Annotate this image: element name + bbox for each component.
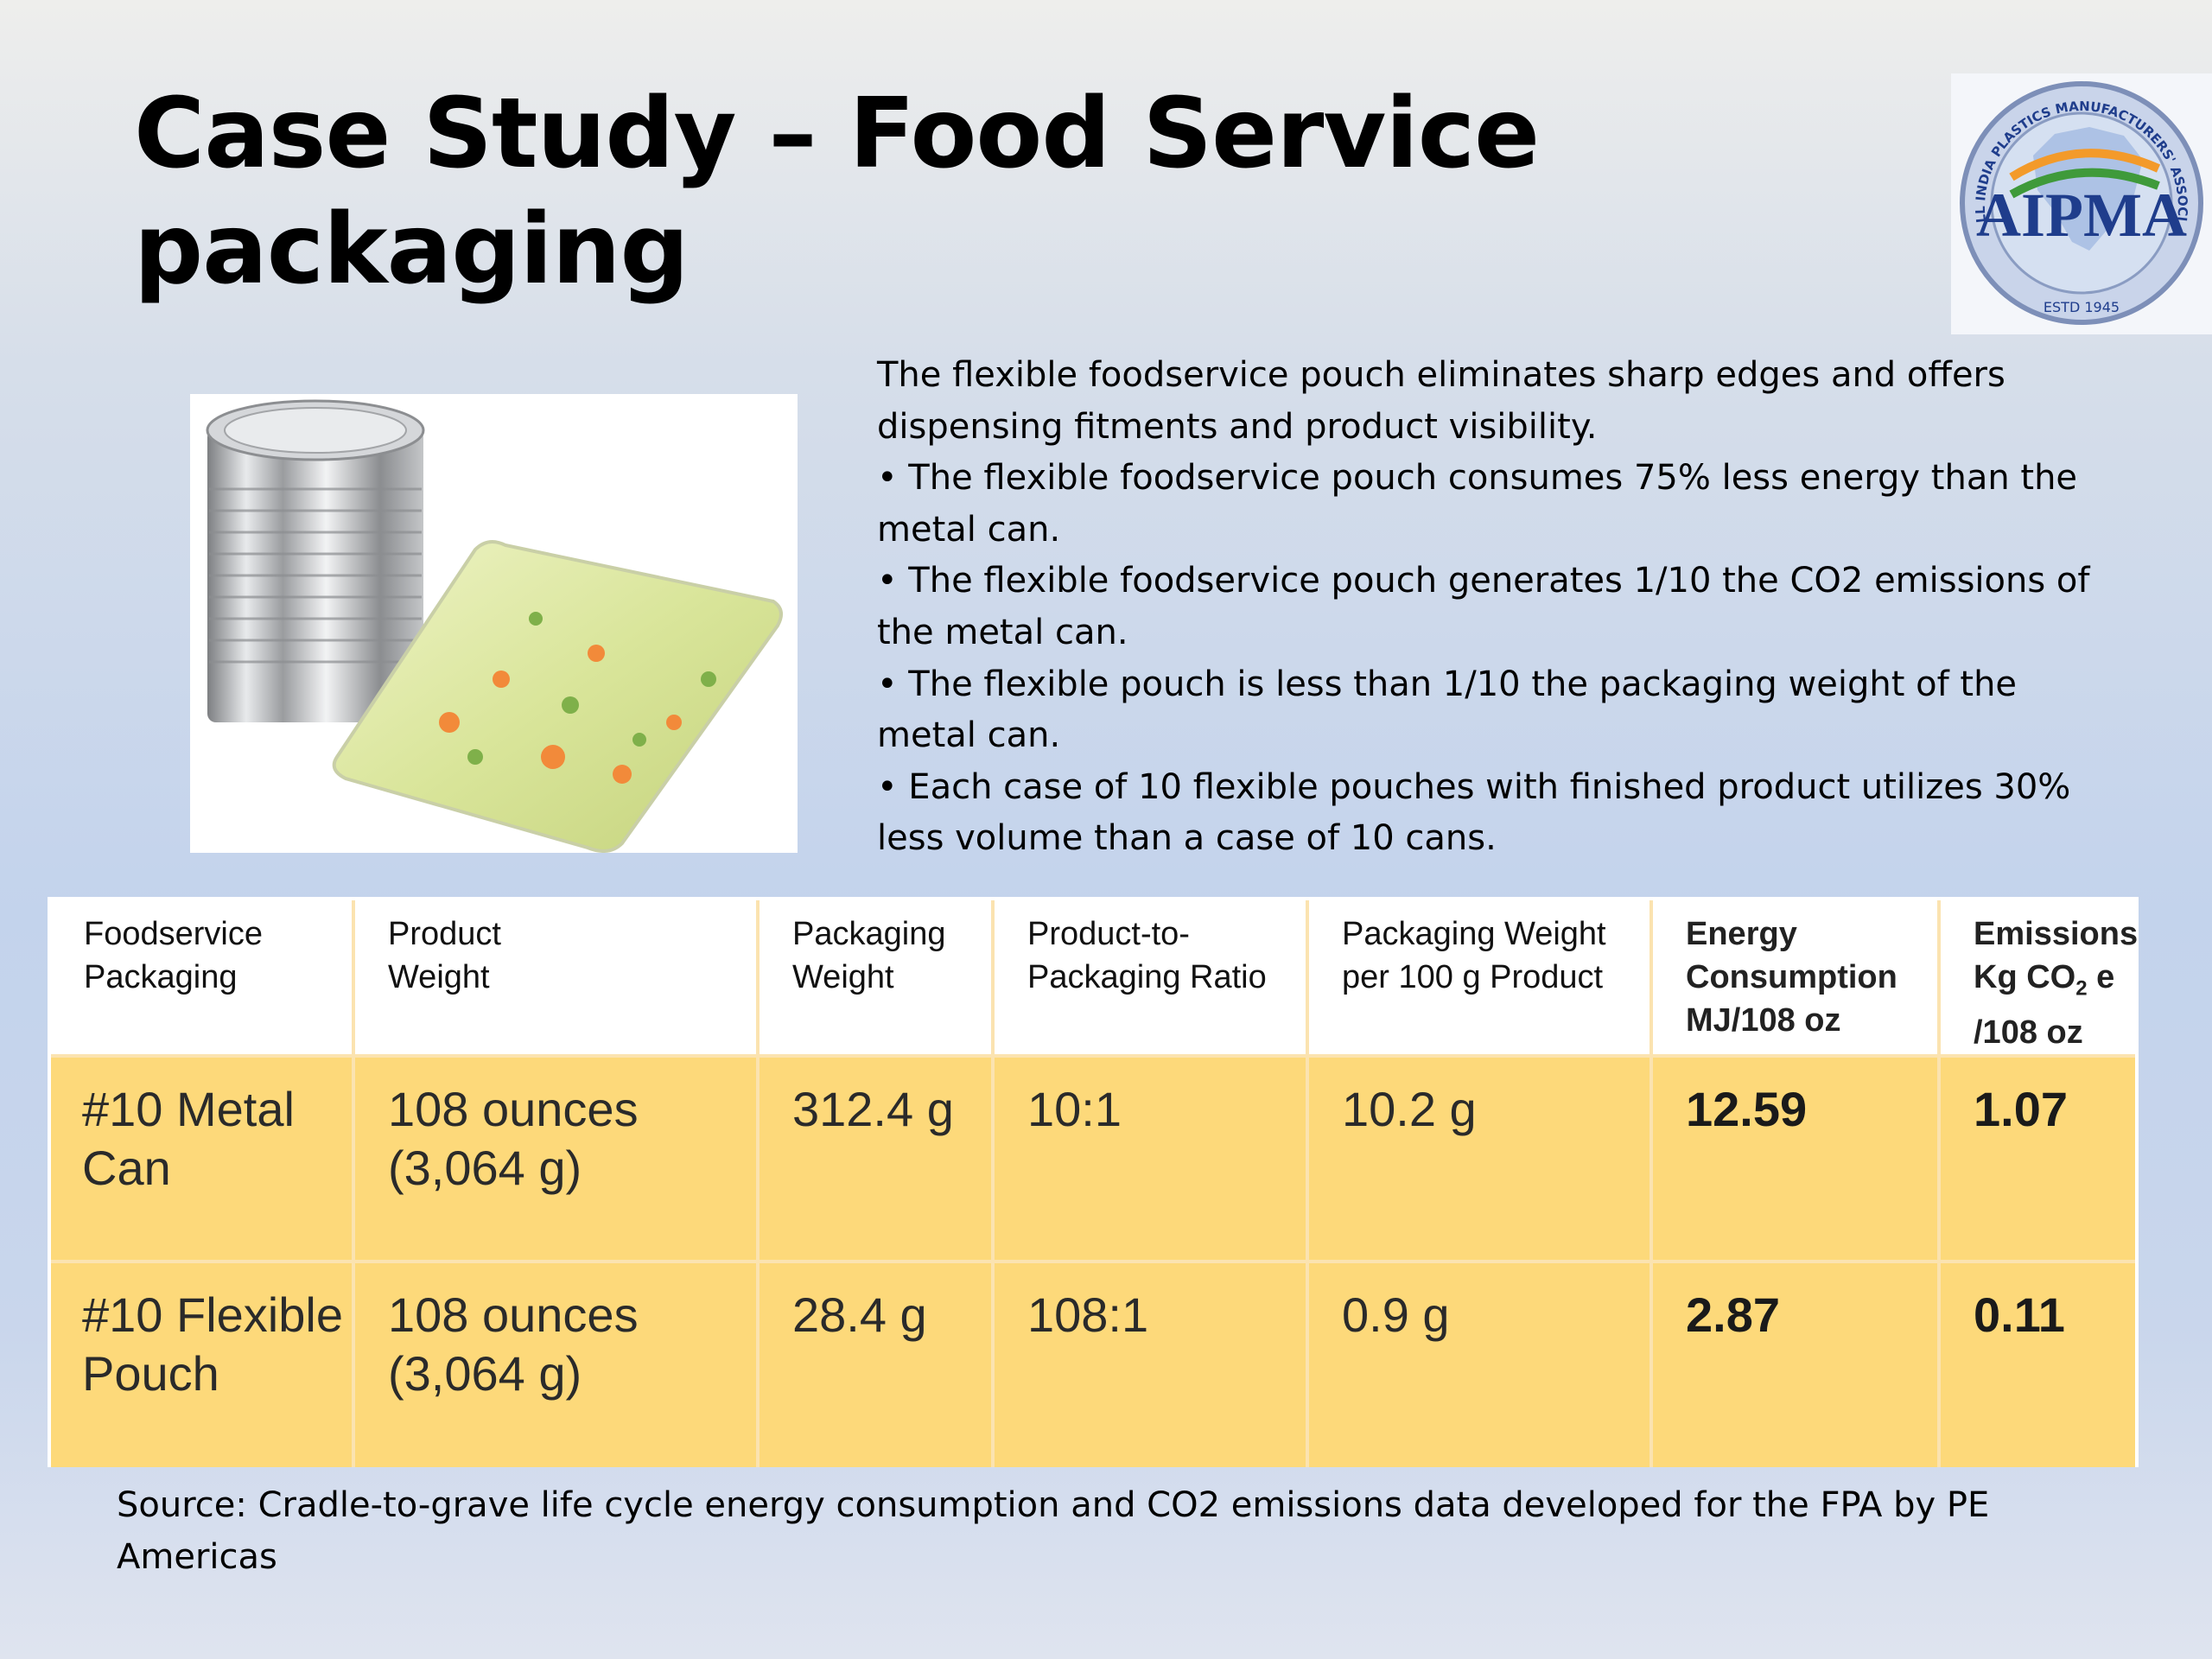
bullet-energy: • The flexible foodservice pouch consume…	[877, 458, 2078, 550]
header-energy-consumption: Energy Consumption MJ/108 oz	[1649, 900, 1939, 1056]
product-photo	[190, 394, 798, 853]
cell-packaging-weight: 312.4 g	[756, 1053, 993, 1262]
header-packaging-weight: Packaging Weight	[756, 900, 993, 1056]
table-row-flexible-pouch: #10 Flexible Pouch 108 ounces (3,064 g) 28…	[51, 1259, 2135, 1467]
source-note: Source: Cradle-to-grave life cycle energ…	[117, 1485, 1990, 1577]
header-foodservice-packaging: Foodservice Packaging	[51, 900, 353, 1056]
header-packaging-weight-per-100g: Packaging Weight per 100 g Product	[1306, 900, 1651, 1056]
bullet-weight: • The flexible pouch is less than 1/10 t…	[877, 664, 2018, 756]
logo-wordmark: AIPMA	[1976, 181, 2187, 250]
cell-energy: 12.59	[1649, 1053, 1939, 1262]
table-header-row: Foodservice Packaging Product Weight Packa…	[51, 900, 2138, 1056]
flexible-pouch	[332, 540, 783, 853]
cell-packaging: #10 Flexible Pouch	[51, 1259, 353, 1467]
slide-title: Case Study – Food Service packaging	[134, 76, 1603, 308]
cell-weight-per-100g: 0.9 g	[1306, 1259, 1651, 1467]
header-emissions: Emissions Kg CO2 e/108 oz	[1937, 900, 2138, 1056]
aipma-logo: AIPMA THE ALL INDIA PLASTICS MANUFACTURE…	[1946, 61, 2212, 334]
header-product-weight: Product Weight	[352, 900, 758, 1056]
intro-paragraph: The flexible foodservice pouch eliminate…	[877, 355, 2005, 447]
slide-title-line-1: Case Study – Food Service	[134, 78, 1540, 190]
bullet-emissions: • The flexible foodservice pouch generat…	[877, 561, 2090, 652]
aipma-seal-icon: AIPMA THE ALL INDIA PLASTICS MANUFACTURE…	[1946, 61, 2203, 325]
body-text: The flexible foodservice pouch eliminate…	[877, 350, 2113, 865]
metal-can-and-pouch-icon	[206, 399, 783, 853]
cell-energy: 2.87	[1649, 1259, 1939, 1467]
header-product-to-packaging-ratio: Product-to- Packaging Ratio	[991, 900, 1307, 1056]
cell-product-weight: 108 ounces (3,064 g)	[352, 1259, 758, 1467]
cell-packaging: #10 Metal Can	[51, 1053, 353, 1262]
cell-emissions: 0.11	[1937, 1259, 2135, 1467]
cell-weight-per-100g: 10.2 g	[1306, 1053, 1651, 1262]
cell-product-weight: 108 ounces (3,064 g)	[352, 1053, 758, 1262]
comparison-table: Foodservice Packaging Product Weight Packa…	[51, 900, 2138, 1467]
cell-emissions: 1.07	[1937, 1053, 2135, 1262]
cell-ratio: 10:1	[991, 1053, 1307, 1262]
comparison-table-container: Foodservice Packaging Product Weight Packa…	[48, 897, 2139, 1467]
bullet-volume: • Each case of 10 flexible pouches with …	[877, 766, 2071, 859]
cell-ratio: 108:1	[991, 1259, 1307, 1467]
table-row-metal-can: #10 Metal Can 108 ounces (3,064 g) 312.4 g…	[51, 1053, 2135, 1262]
logo-estd: ESTD 1945	[2044, 299, 2120, 315]
cell-packaging-weight: 28.4 g	[756, 1259, 993, 1467]
slide-title-line-2: packaging	[134, 194, 690, 306]
